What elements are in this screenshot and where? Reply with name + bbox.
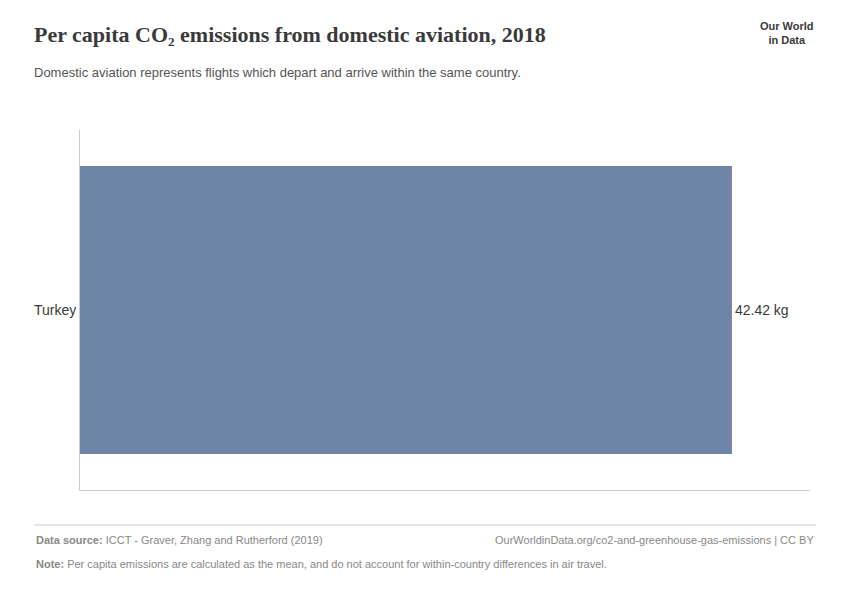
- svg-text:Data source: ICCT - Graver, Zh: Data source: ICCT - Graver, Zhang and Ru…: [36, 534, 323, 546]
- svg-text:OurWorldinData.org/co2-and-gre: OurWorldinData.org/co2-and-greenhouse-ga…: [495, 534, 814, 546]
- svg-text:Domestic aviation represents f: Domestic aviation represents flights whi…: [34, 65, 521, 80]
- svg-text:Turkey: Turkey: [34, 302, 76, 318]
- svg-text:Our Worldin Data: Our Worldin Data: [760, 20, 814, 46]
- svg-text:Note: Per capita emissions are: Note: Per capita emissions are calculate…: [36, 558, 607, 570]
- svg-text:Per capita CO₂ emissions from: Per capita CO₂ emissions from domestic a…: [34, 22, 546, 47]
- svg-text:42.42 kg: 42.42 kg: [735, 302, 789, 318]
